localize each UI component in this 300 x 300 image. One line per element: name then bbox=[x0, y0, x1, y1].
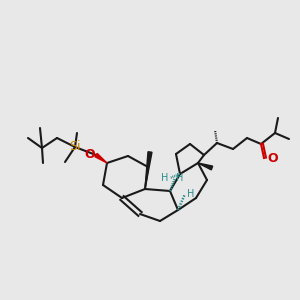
Polygon shape bbox=[198, 163, 213, 170]
Text: O: O bbox=[267, 152, 278, 164]
Text: H: H bbox=[160, 173, 168, 183]
Polygon shape bbox=[95, 153, 107, 163]
Text: Si: Si bbox=[69, 140, 81, 152]
Text: H: H bbox=[176, 173, 183, 183]
Text: O: O bbox=[84, 148, 95, 160]
Text: H: H bbox=[187, 189, 194, 199]
Polygon shape bbox=[145, 152, 152, 189]
